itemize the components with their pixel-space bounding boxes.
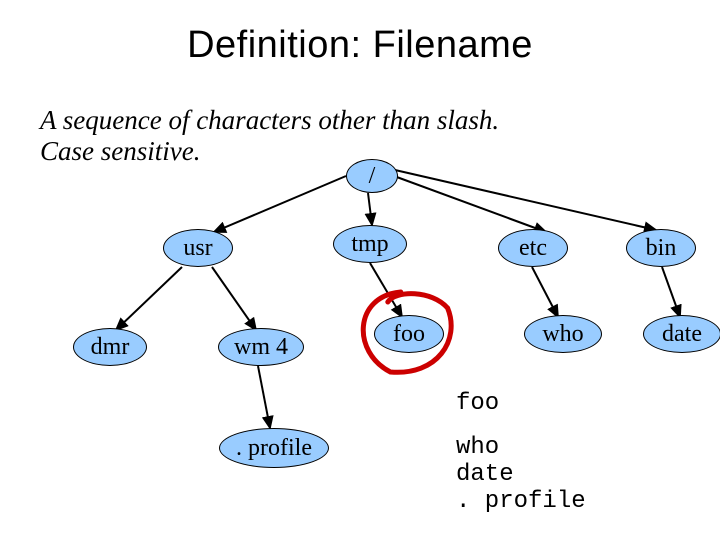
node-dmr: dmr	[73, 328, 147, 366]
node-who: who	[524, 315, 602, 353]
edge-usr-wm4	[212, 267, 256, 330]
node-wm4: wm 4	[218, 328, 304, 366]
node-date: date	[643, 315, 720, 353]
node-tmp: tmp	[333, 225, 407, 263]
edge-wm4-profile	[258, 366, 270, 428]
node-foo: foo	[374, 315, 444, 353]
edge-usr-dmr	[116, 267, 182, 330]
example-foo: foo	[456, 390, 499, 417]
tree-diagram	[0, 0, 720, 540]
node-usr: usr	[163, 229, 233, 267]
node-profile: . profile	[219, 428, 329, 468]
edge-root-etc	[394, 176, 546, 232]
edge-root-bin	[395, 170, 656, 230]
edge-bin-date	[662, 267, 680, 317]
edge-root-usr	[214, 176, 346, 232]
edges	[116, 170, 680, 428]
example-list: who date . profile	[456, 434, 586, 515]
node-etc: etc	[498, 229, 568, 267]
node-bin: bin	[626, 229, 696, 267]
node-root: /	[346, 159, 398, 193]
edge-root-tmp	[368, 193, 372, 225]
edge-etc-who	[532, 267, 558, 317]
